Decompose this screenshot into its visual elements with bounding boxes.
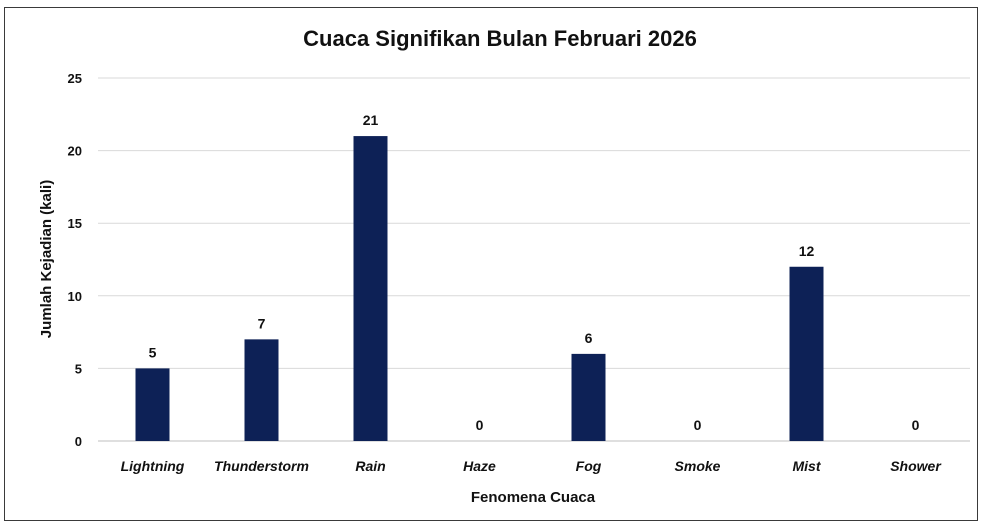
data-labels: 5 7 21 0 6 0 12 0 [149, 112, 920, 433]
bar-rain [353, 136, 388, 441]
y-tick-label: 0 [75, 434, 82, 449]
data-label-haze: 0 [476, 417, 484, 433]
bar-lightning [135, 368, 170, 441]
y-tick-label: 25 [68, 71, 82, 86]
data-label-rain: 21 [363, 112, 379, 128]
gridlines [98, 77, 970, 442]
x-tick-label-mist: Mist [793, 458, 822, 474]
x-axis-title: Fenomena Cuaca [471, 489, 596, 506]
bars [135, 136, 824, 441]
data-label-shower: 0 [912, 417, 920, 433]
y-tick-label: 5 [75, 361, 82, 376]
y-axis-ticks: 0 5 10 15 20 25 [68, 71, 82, 449]
y-tick-label: 15 [68, 216, 82, 231]
x-axis-ticks: Lightning Thunderstorm Rain Haze Fog Smoke Mis… [121, 458, 943, 474]
data-label-fog: 6 [585, 330, 593, 346]
x-tick-label-haze: Haze [463, 458, 496, 474]
x-tick-label-shower: Shower [890, 458, 942, 474]
data-label-smoke: 0 [694, 417, 702, 433]
x-tick-label-smoke: Smoke [675, 458, 721, 474]
data-label-mist: 12 [799, 243, 815, 259]
data-label-thunderstorm: 7 [258, 315, 266, 331]
chart-title: Cuaca Signifikan Bulan Februari 2026 [303, 26, 697, 51]
y-tick-label: 10 [68, 289, 82, 304]
x-tick-label-lightning: Lightning [121, 458, 185, 474]
bar-thunderstorm [244, 339, 279, 441]
data-label-lightning: 5 [149, 344, 157, 360]
bar-mist [789, 266, 824, 441]
bar-fog [571, 353, 606, 441]
x-tick-label-fog: Fog [576, 458, 602, 474]
x-tick-label-thunderstorm: Thunderstorm [214, 458, 309, 474]
y-axis-title: Jumlah Kejadian (kali) [38, 180, 55, 338]
y-tick-label: 20 [68, 144, 82, 159]
x-tick-label-rain: Rain [355, 458, 385, 474]
